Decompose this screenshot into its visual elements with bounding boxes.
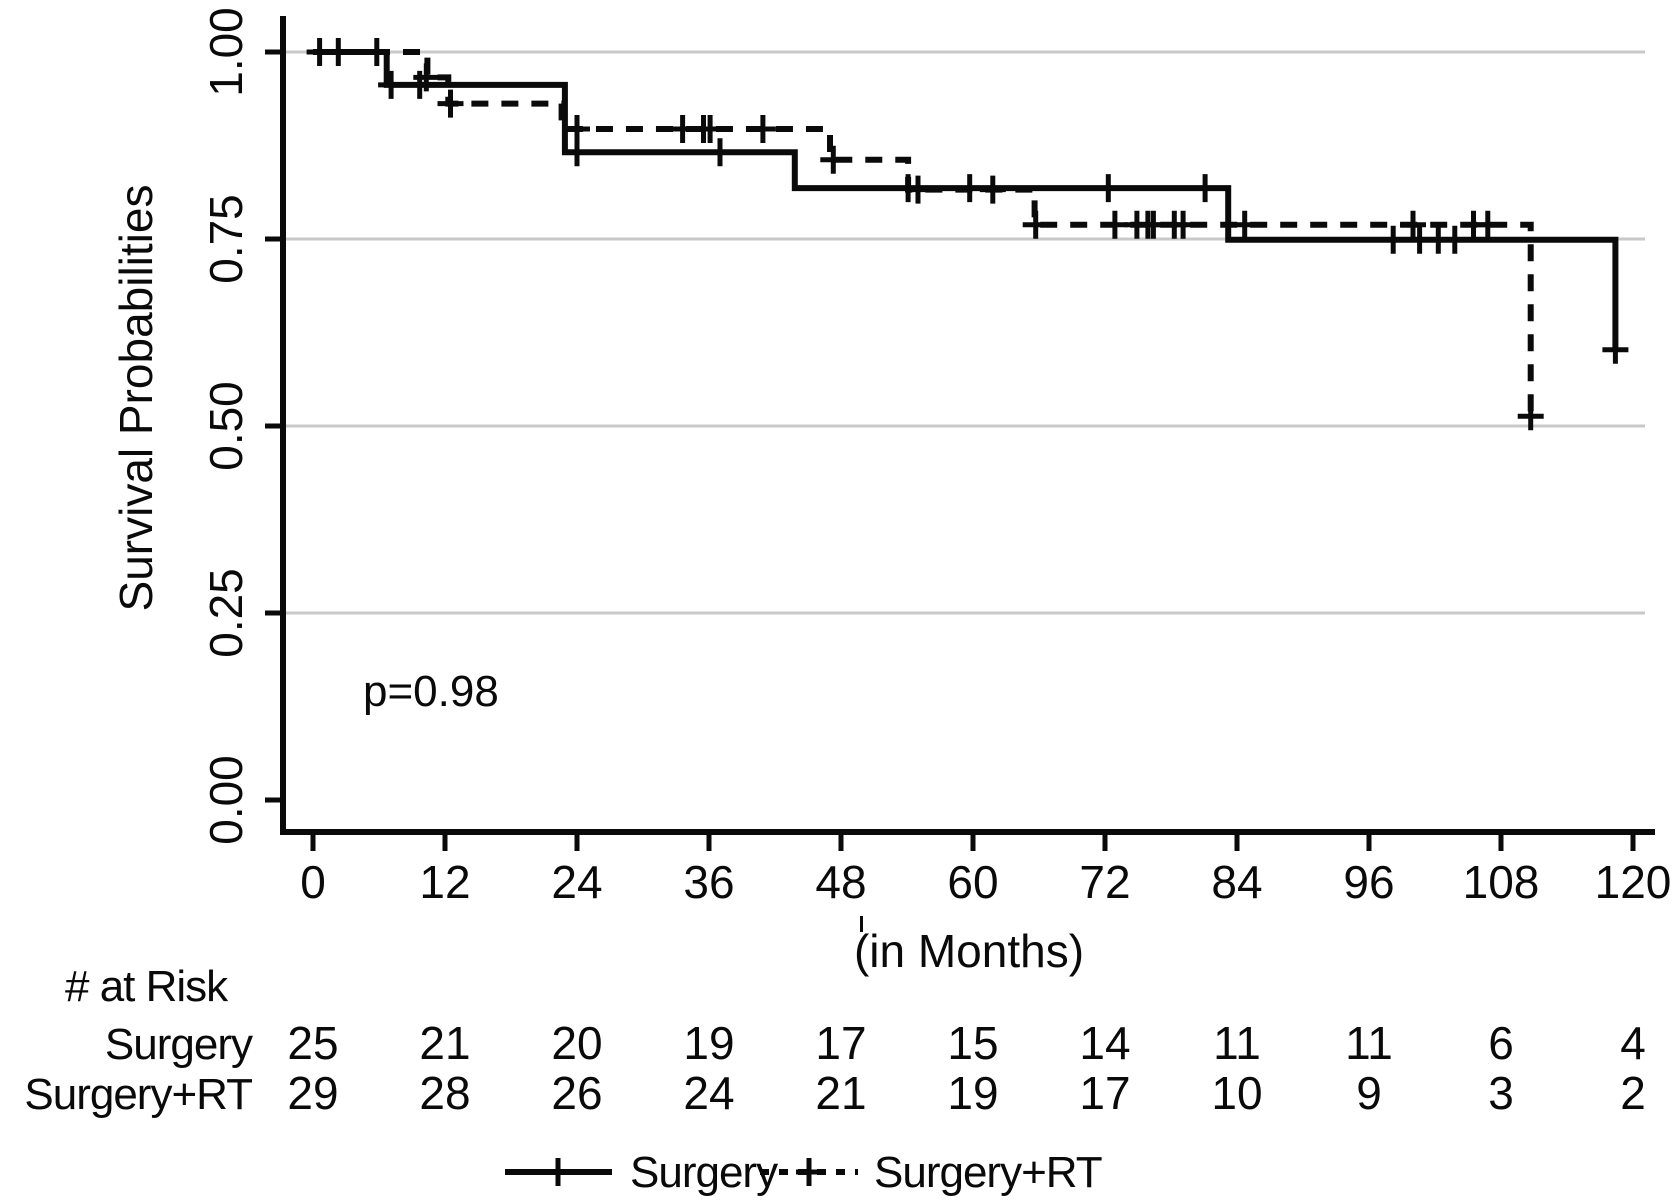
x-tick-label: 120 xyxy=(1595,856,1672,908)
y-tick-label: 0.50 xyxy=(200,381,252,471)
censor-mark xyxy=(1101,210,1128,239)
censor-mark xyxy=(1231,210,1258,239)
censor-mark xyxy=(1192,174,1219,203)
risk-count: 24 xyxy=(683,1067,734,1119)
x-tick-label: 108 xyxy=(1463,856,1540,908)
risk-count: 21 xyxy=(815,1067,866,1119)
risk-count: 19 xyxy=(947,1067,998,1119)
risk-count: 14 xyxy=(1079,1017,1130,1069)
risk-count: 17 xyxy=(815,1017,866,1069)
risk-count: 29 xyxy=(287,1067,338,1119)
censor-mark xyxy=(1400,210,1426,239)
censor-mark xyxy=(1170,210,1197,239)
risk-count: 25 xyxy=(287,1017,338,1069)
censor-mark xyxy=(820,145,847,174)
censor-mark xyxy=(378,70,405,99)
p-value-annotation: p=0.98 xyxy=(363,667,499,716)
legend: Surgery Surgery+RT xyxy=(505,1148,1103,1197)
x-tick-label: 36 xyxy=(683,856,734,908)
risk-count: 9 xyxy=(1356,1067,1382,1119)
censor-mark xyxy=(707,138,733,167)
risk-count: 4 xyxy=(1620,1017,1646,1069)
curves-layer xyxy=(306,38,1629,431)
risk-count: 11 xyxy=(1213,1017,1261,1069)
censor-mark xyxy=(1602,335,1629,364)
stray-mark xyxy=(860,916,863,932)
risk-count: 11 xyxy=(1345,1017,1393,1069)
risk-count: 19 xyxy=(683,1017,734,1069)
x-tick-label: 84 xyxy=(1211,856,1262,908)
y-tick-label: 0.25 xyxy=(200,568,252,658)
x-tick-label: 96 xyxy=(1343,856,1394,908)
risk-count: 15 xyxy=(947,1017,998,1069)
risk-count: 26 xyxy=(551,1067,602,1119)
x-tick-label: 60 xyxy=(947,856,998,908)
censor-mark xyxy=(564,115,590,144)
risk-numbers-layer: 25 21 20 19 17 15 14 11 11 6 4 29 28 26 24 21 19 17 10 9 3 2 xyxy=(287,1017,1645,1119)
censor-mark xyxy=(697,115,724,144)
risk-count: 17 xyxy=(1079,1067,1130,1119)
risk-count: 6 xyxy=(1488,1017,1514,1069)
x-tick-label: 48 xyxy=(815,856,866,908)
x-tick-label: 72 xyxy=(1079,856,1130,908)
x-tick-label: 0 xyxy=(300,856,326,908)
survival-curve-surgery xyxy=(313,49,1619,350)
axes-layer xyxy=(265,16,1655,851)
y-tick-label: 1.00 xyxy=(200,7,252,97)
risk-count: 20 xyxy=(551,1017,602,1069)
legend-censor-mark-dashed xyxy=(796,1158,822,1186)
y-tick-label: 0.75 xyxy=(200,194,252,284)
censor-mark xyxy=(1022,210,1049,239)
censor-mark xyxy=(413,63,440,92)
legend-label-surgery-rt: Surgery+RT xyxy=(874,1148,1102,1197)
risk-count: 10 xyxy=(1211,1067,1262,1119)
legend-label-surgery: Surgery xyxy=(630,1148,778,1197)
censor-mark xyxy=(1517,402,1544,431)
censor-mark xyxy=(437,89,464,118)
censor-mark xyxy=(1441,225,1468,254)
tick-labels-layer: 1.00 0.75 0.50 0.25 0.00 0 12 24 36 48 60 72 84 96 108… xyxy=(200,7,1671,908)
censor-mark xyxy=(1380,225,1407,254)
x-tick-label: 12 xyxy=(419,856,470,908)
censor-mark xyxy=(1474,210,1501,239)
risk-table-header: # at Risk xyxy=(65,962,229,1011)
censor-mark xyxy=(979,175,1006,204)
risk-count: 28 xyxy=(419,1067,470,1119)
risk-count: 3 xyxy=(1488,1067,1514,1119)
survival-curve-surgery-rt xyxy=(313,49,1534,417)
y-axis-title: Survival Probabilities xyxy=(110,185,162,612)
risk-row-label-surgery: Surgery xyxy=(105,1020,253,1069)
risk-count: 2 xyxy=(1620,1067,1646,1119)
x-tick-label: 24 xyxy=(551,856,602,908)
risk-count: 21 xyxy=(419,1017,470,1069)
gridlines-layer xyxy=(286,50,1645,615)
legend-censor-mark-solid xyxy=(545,1158,571,1186)
censor-mark xyxy=(1095,174,1122,203)
censor-mark xyxy=(905,175,931,204)
x-axis-title: (in Months) xyxy=(854,925,1084,977)
risk-row-label-surgery-rt: Surgery+RT xyxy=(24,1070,252,1119)
y-tick-label: 0.00 xyxy=(200,755,252,845)
censor-mark xyxy=(749,115,776,144)
